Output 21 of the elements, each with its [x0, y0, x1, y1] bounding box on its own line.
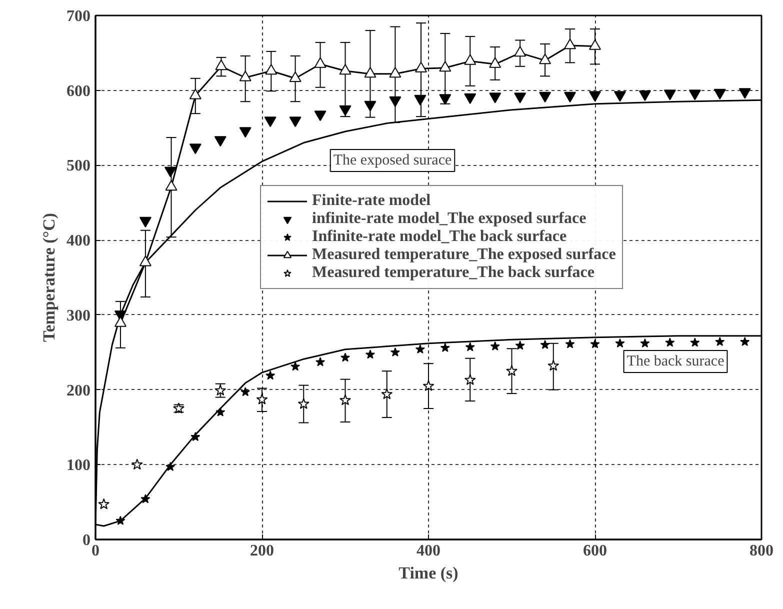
- y-tick-label: 600: [66, 82, 90, 100]
- annotation: The back surace: [626, 354, 725, 370]
- x-axis-title: Time (s): [398, 564, 458, 582]
- y-tick-label: 0: [82, 532, 90, 549]
- y-axis-title: Temperature (°C): [40, 212, 58, 342]
- y-tick-label: 700: [66, 8, 90, 25]
- y-tick-label: 400: [66, 232, 90, 250]
- y-tick-label: 200: [66, 382, 90, 400]
- legend-label: Infinite-rate model_The back surface: [312, 228, 567, 246]
- y-tick-label: 300: [66, 307, 90, 324]
- legend-label: infinite-rate model_The exposed surface: [312, 210, 586, 228]
- legend-label: Measured temperature_The back surface: [312, 264, 594, 282]
- x-tick-label: 800: [750, 542, 774, 560]
- legend-label: Finite-rate model: [312, 192, 431, 210]
- y-tick-label: 100: [66, 457, 90, 474]
- x-tick-label: 400: [416, 542, 440, 560]
- x-tick-label: 200: [250, 542, 274, 560]
- y-tick-label: 500: [66, 158, 90, 175]
- x-tick-label: 600: [583, 542, 607, 560]
- legend-label: Measured temperature_The exposed surface: [312, 246, 616, 264]
- annotation: The exposed surace: [333, 152, 452, 168]
